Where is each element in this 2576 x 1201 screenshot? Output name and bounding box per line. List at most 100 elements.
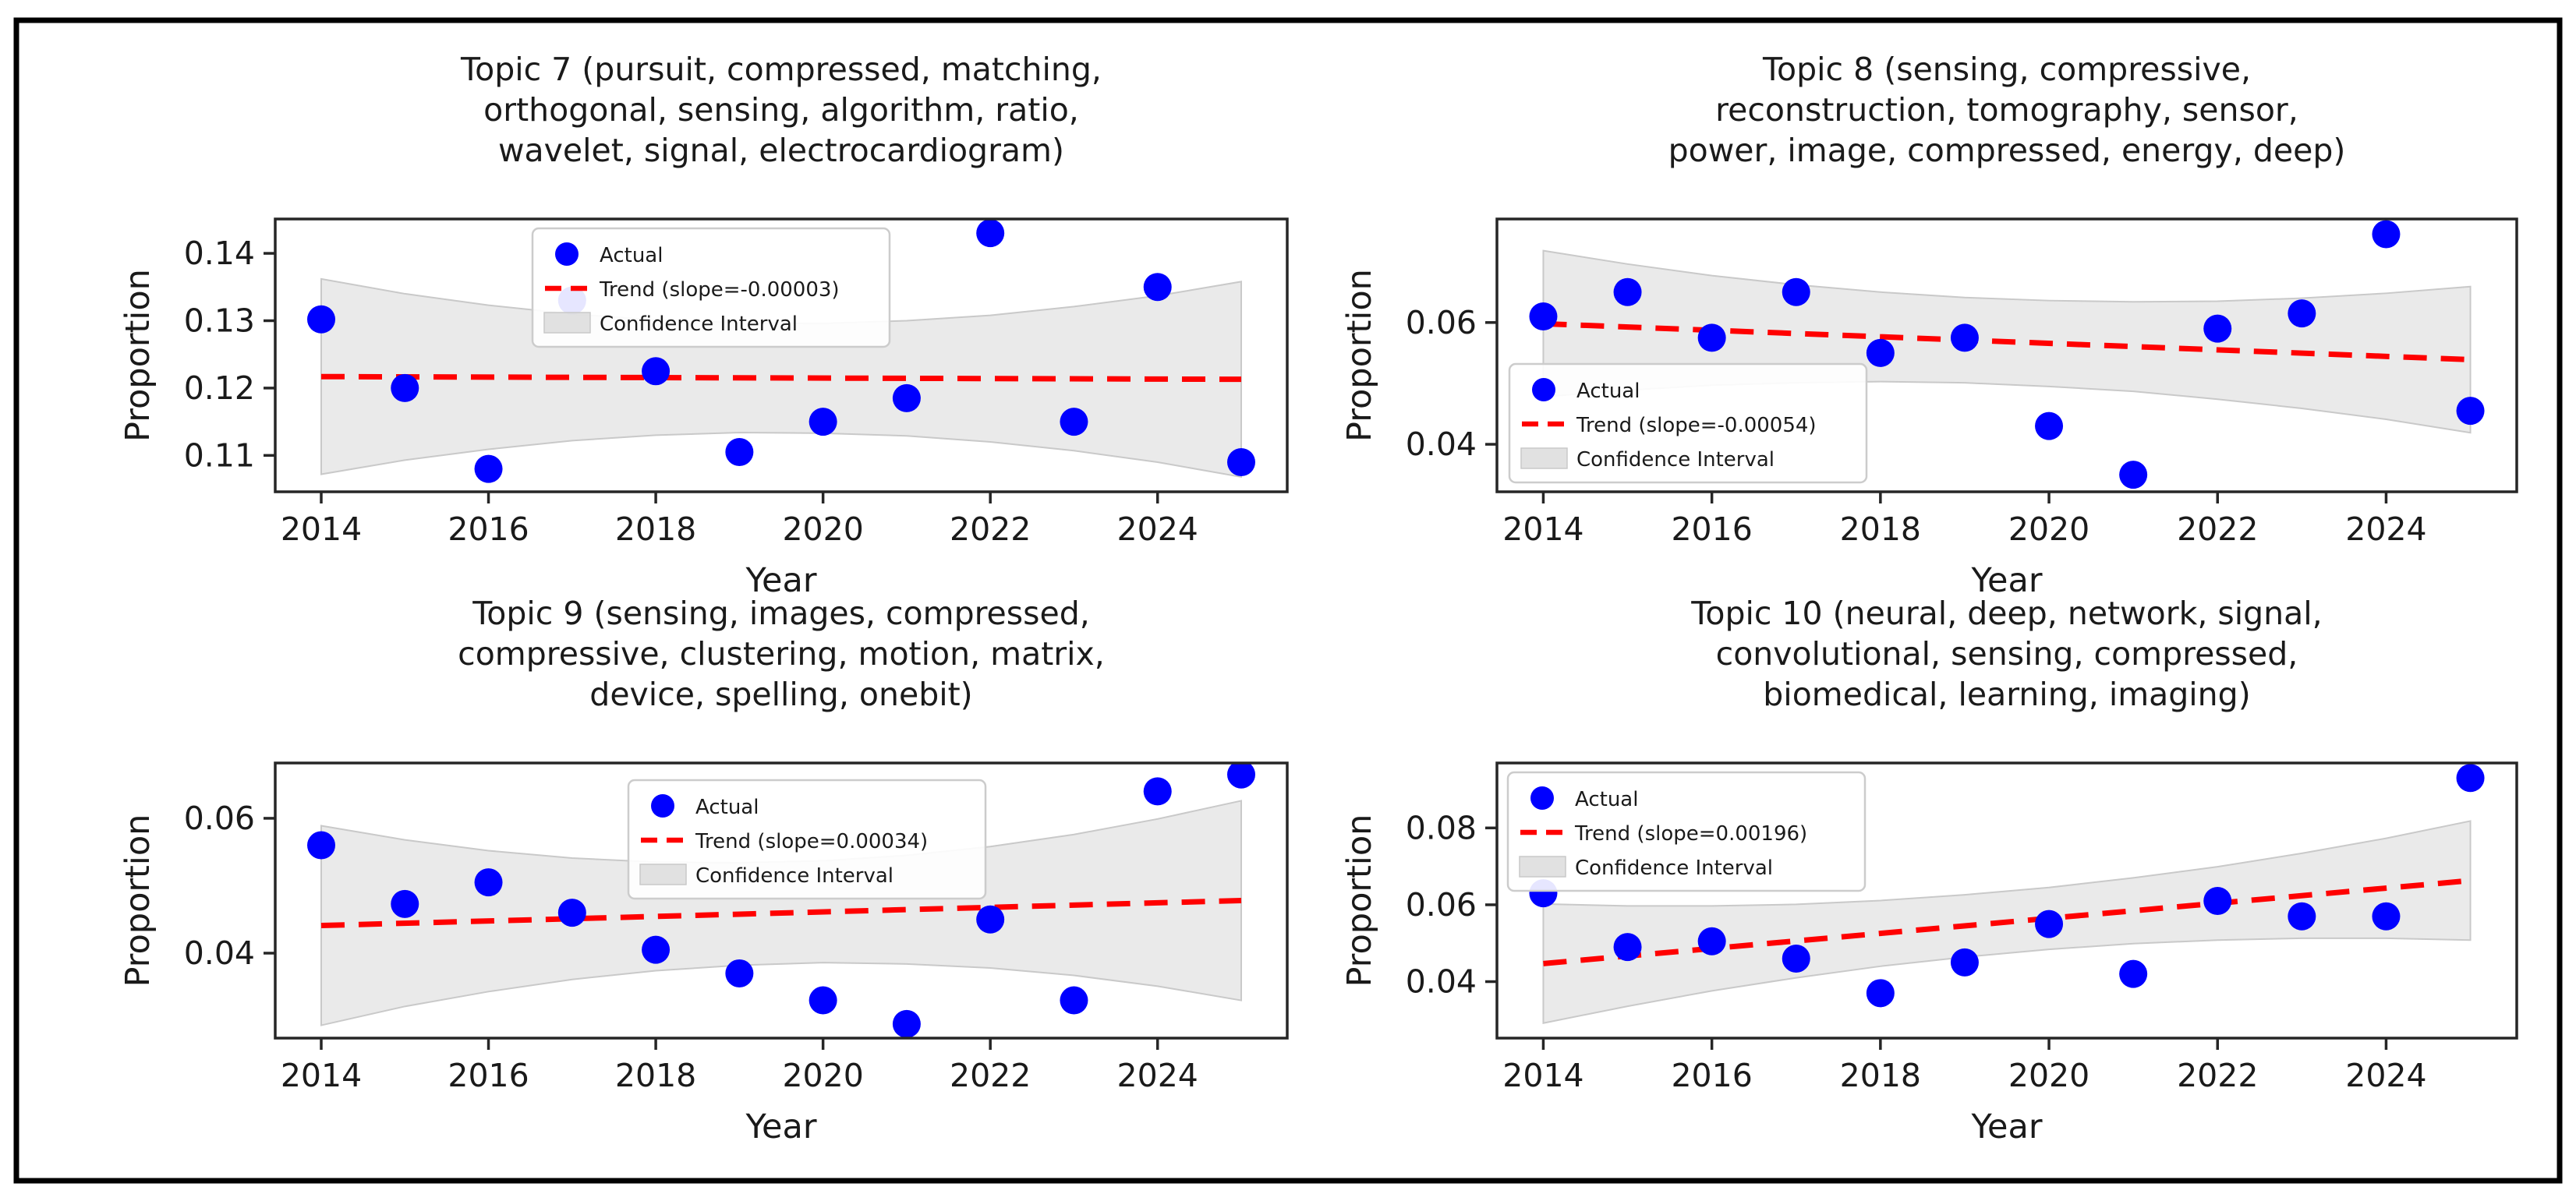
data-point	[2456, 764, 2485, 793]
plot-area	[1495, 217, 2518, 493]
legend-actual-marker	[1530, 786, 1554, 810]
data-point	[1950, 948, 1979, 977]
y-tick-label: 0.04	[1406, 426, 1477, 463]
y-tick-label: 0.04	[1406, 963, 1477, 1001]
subplot-topic-9: 2014 2016 2018 2020 2022 2024 0.04 0.06 Year Prop…	[119, 595, 1289, 1146]
data-point	[2203, 886, 2232, 915]
subplot-topic-10: 2014 2016 2018 2020 2022 2024 0.04 0.06 0.08 Year…	[1340, 595, 2518, 1146]
data-point	[1060, 986, 1088, 1015]
x-tick-label: 2016	[448, 510, 529, 548]
legend-actual-marker	[555, 242, 579, 266]
data-point	[2372, 902, 2401, 931]
data-point	[1782, 944, 1810, 973]
data-point	[391, 373, 419, 402]
legend-trend-label: Trend (slope=0.00034)	[695, 830, 928, 853]
y-axis-label: Proportion	[119, 269, 157, 442]
legend-trend-label: Trend (slope=0.00196)	[1574, 822, 1807, 846]
legend-trend-label: Trend (slope=-0.00054)	[1576, 414, 1817, 437]
data-point	[642, 935, 671, 964]
x-tick-label: 2016	[448, 1057, 529, 1094]
x-tick-label: 2020	[782, 1057, 863, 1094]
legend-actual-label: Actual	[600, 244, 663, 267]
actual-points	[1529, 220, 2485, 489]
data-point	[725, 438, 754, 467]
subplot-topic-7: 2014 2016 2018 2020 2022 2024 0.11 0.12 0.13 0.14…	[119, 51, 1289, 600]
legend: Actual Trend (slope=-0.00003) Confidence I…	[531, 227, 891, 348]
x-tick-label: 2018	[615, 1057, 696, 1094]
data-point	[2288, 299, 2316, 328]
x-tick-label: 2022	[950, 510, 1031, 548]
legend-actual-marker	[651, 794, 674, 818]
legend-ci-label: Confidence Interval	[1576, 448, 1775, 472]
data-point	[976, 219, 1005, 248]
y-tick-label: 0.04	[184, 934, 255, 972]
x-tick-label: 2024	[1117, 510, 1198, 548]
trend-line	[320, 373, 1242, 383]
legend-ci-label: Confidence Interval	[695, 864, 893, 888]
x-tick-label: 2022	[950, 1057, 1031, 1094]
legend-ci-marker	[543, 312, 591, 334]
legend-actual-label: Actual	[695, 796, 759, 819]
plot-area	[274, 761, 1289, 1040]
data-point	[307, 305, 335, 334]
data-point	[2035, 910, 2064, 938]
x-tick-label: 2016	[1671, 510, 1752, 548]
data-point	[1227, 447, 1255, 476]
data-point	[1060, 408, 1088, 436]
data-point	[1866, 979, 1895, 1008]
x-axis-label: Year	[745, 561, 816, 600]
y-axis-label: Proportion	[1340, 269, 1379, 442]
data-point	[892, 383, 921, 412]
data-point	[809, 408, 837, 436]
legend-ci-label: Confidence Interval	[1575, 857, 1773, 880]
chart-title-line: Topic 7 (pursuit, compressed, matching,	[460, 51, 1102, 88]
data-point	[2372, 220, 2401, 249]
legend-box	[627, 779, 987, 900]
x-tick-label: 2018	[615, 510, 696, 548]
data-point	[474, 454, 503, 483]
data-point	[1950, 323, 1979, 352]
data-point	[307, 831, 335, 860]
x-tick-label: 2014	[281, 510, 362, 548]
legend-actual-marker	[1532, 378, 1555, 401]
data-point	[976, 905, 1005, 934]
data-point	[2288, 902, 2316, 931]
subplot-topic-8: 2014 2016 2018 2020 2022 2024 0.04 0.06 Year Prop…	[1340, 51, 2518, 600]
y-tick-label: 0.11	[184, 436, 255, 474]
x-tick-label: 2018	[1840, 510, 1921, 548]
y-tick-label: 0.13	[184, 302, 255, 339]
plot-area	[274, 217, 1289, 493]
data-point	[1613, 933, 1642, 962]
chart-title-line: reconstruction, tomography, sensor,	[1715, 91, 2298, 129]
legend-actual-label: Actual	[1576, 380, 1640, 403]
trend-line	[320, 898, 1242, 929]
data-point	[892, 1009, 921, 1038]
x-tick-label: 2018	[1840, 1057, 1921, 1094]
x-tick-label: 2014	[1502, 510, 1583, 548]
data-point	[642, 357, 671, 386]
y-tick-label: 0.14	[184, 235, 255, 272]
data-point	[2456, 397, 2485, 426]
legend-box	[531, 227, 891, 348]
chart-title-line: biomedical, learning, imaging)	[1763, 676, 2250, 713]
x-tick-label: 2024	[2345, 510, 2426, 548]
chart-title-line: device, spelling, onebit)	[589, 676, 972, 713]
data-point	[391, 889, 419, 918]
trend-line	[1543, 878, 2471, 966]
x-tick-label: 2022	[2177, 510, 2258, 548]
x-tick-label: 2020	[2008, 1057, 2089, 1094]
plot-area	[1495, 761, 2518, 1040]
data-point	[725, 959, 754, 987]
x-tick-label: 2020	[782, 510, 863, 548]
x-axis-label: Year	[745, 1107, 816, 1146]
data-point	[1697, 323, 1726, 352]
y-tick-label: 0.12	[184, 369, 255, 407]
chart-title-line: Topic 9 (sensing, images, compressed,	[472, 595, 1090, 632]
trend-line	[1543, 320, 2471, 362]
actual-points	[307, 763, 1255, 1038]
data-point	[809, 986, 837, 1015]
x-axis-label: Year	[1970, 1107, 2042, 1146]
y-tick-label: 0.06	[1406, 886, 1477, 924]
